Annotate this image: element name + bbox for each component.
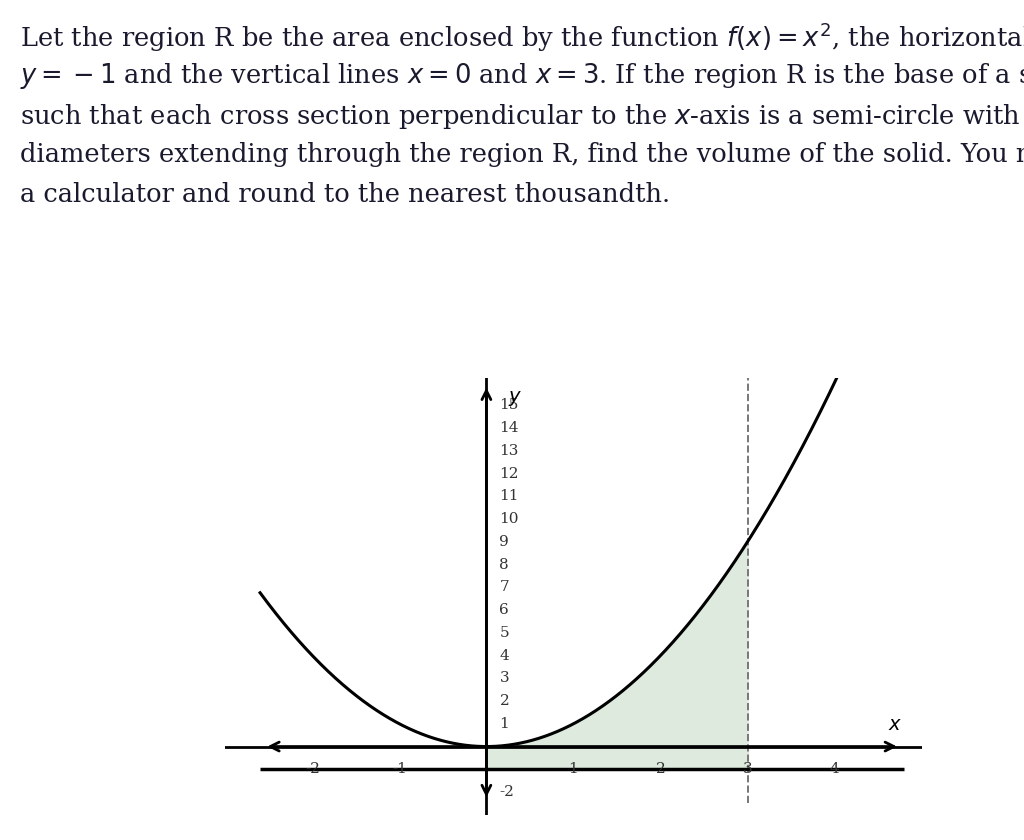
Text: 12: 12 (500, 466, 519, 480)
Text: 3: 3 (742, 763, 753, 776)
Text: -2: -2 (305, 763, 319, 776)
Text: 2: 2 (655, 763, 666, 776)
Text: 2: 2 (500, 694, 509, 708)
Text: 6: 6 (500, 603, 509, 617)
Text: 14: 14 (500, 421, 519, 435)
Text: such that each cross section perpendicular to the $x$-axis is a semi-circle with: such that each cross section perpendicul… (20, 102, 1021, 131)
Text: 4: 4 (829, 763, 840, 776)
Text: 3: 3 (500, 671, 509, 685)
Text: 9: 9 (500, 535, 509, 549)
Text: $y$: $y$ (508, 390, 522, 408)
Text: 1: 1 (500, 717, 509, 731)
Text: a calculator and round to the nearest thousandth.: a calculator and round to the nearest th… (20, 182, 671, 207)
Text: 11: 11 (500, 489, 519, 503)
Text: diameters extending through the region R, find the volume of the solid. You may : diameters extending through the region R… (20, 142, 1024, 167)
Text: 8: 8 (500, 558, 509, 571)
Text: 15: 15 (500, 398, 519, 412)
Text: 10: 10 (500, 512, 519, 526)
Text: 1: 1 (568, 763, 579, 776)
Text: $x$: $x$ (889, 716, 902, 734)
Text: 4: 4 (500, 648, 509, 663)
Text: $y = -1$ and the vertical lines $x = 0$ and $x = 3$. If the region R is the base: $y = -1$ and the vertical lines $x = 0$ … (20, 61, 1024, 92)
Text: -1: -1 (392, 763, 407, 776)
Text: 7: 7 (500, 580, 509, 594)
Text: Let the region R be the area enclosed by the function $f(x) = x^2$, the horizont: Let the region R be the area enclosed by… (20, 21, 1024, 55)
Text: 5: 5 (500, 626, 509, 640)
Text: 13: 13 (500, 444, 519, 458)
Text: -2: -2 (500, 785, 514, 799)
